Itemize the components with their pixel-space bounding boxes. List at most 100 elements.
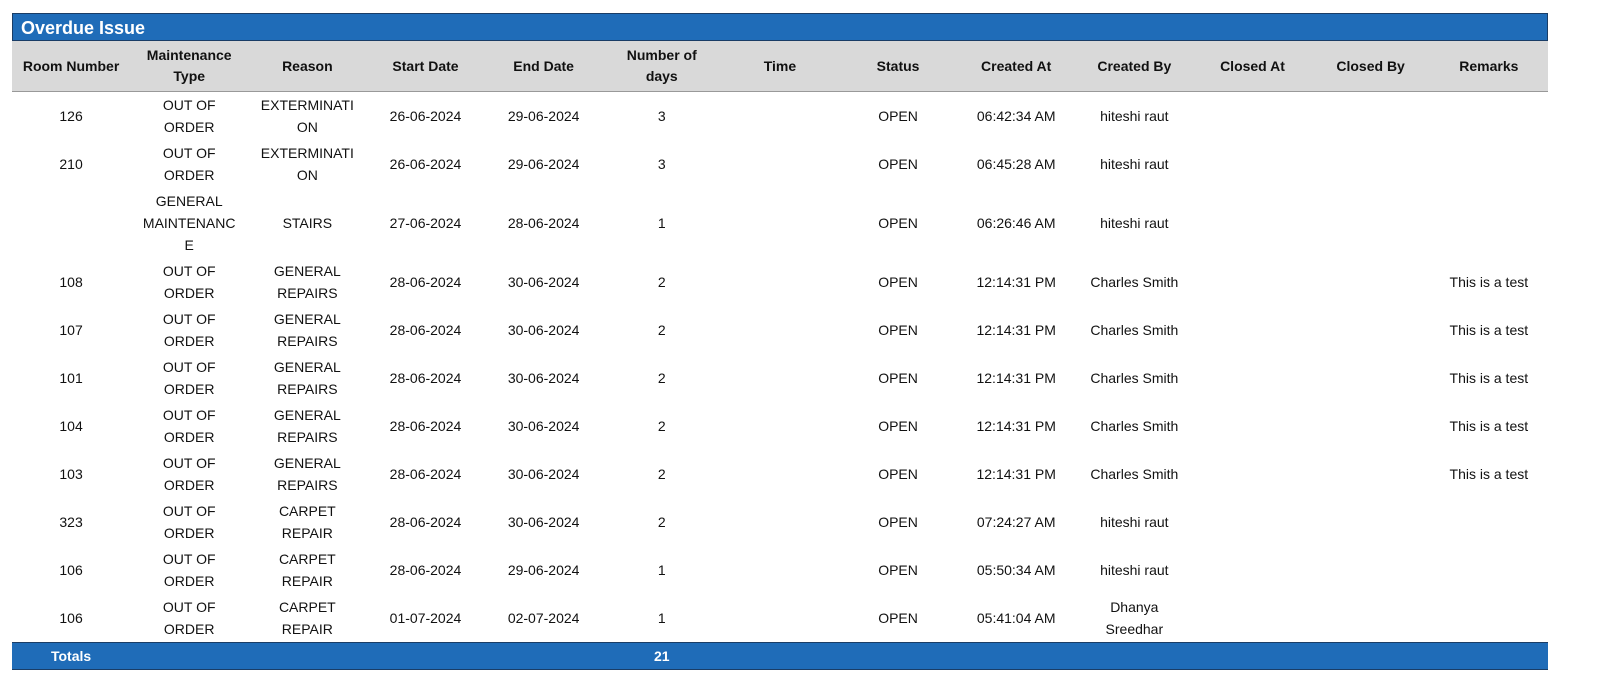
table-row: 126 OUT OF ORDER EXTERMINATION 26-06-2024 29… [12,92,1548,141]
cell-closed-by [1312,594,1430,643]
totals-number-of-days: 21 [602,642,721,670]
cell-closed-by [1312,450,1430,498]
cell-reason: GENERAL REPAIRS [273,263,341,301]
cell-number-of-days: 2 [657,418,666,434]
cell-number-of-days: 2 [657,514,666,530]
cell-closed-by [1312,354,1430,402]
cell-room-number: 106 [59,610,83,626]
cell-room-number: 104 [59,418,83,434]
cell-status: OPEN [878,156,918,172]
cell-created-by: Charles Smith [1090,370,1179,386]
cell-number-of-days: 2 [657,466,666,482]
cell-start-date: 26-06-2024 [389,108,462,124]
cell-status: OPEN [878,610,918,626]
cell-room-number: 106 [59,562,83,578]
table-row: 107 OUT OF ORDER GENERAL REPAIRS 28-06-2024… [12,306,1548,354]
cell-time [721,594,839,643]
cell-end-date: 29-06-2024 [507,156,580,172]
cell-remarks [1430,546,1548,594]
cell-status: OPEN [878,274,918,290]
table-row: 101 OUT OF ORDER GENERAL REPAIRS 28-06-2024… [12,354,1548,402]
table-row: 108 OUT OF ORDER GENERAL REPAIRS 28-06-2024… [12,258,1548,306]
table-row: 323 OUT OF ORDER CARPET REPAIR 28-06-2024 30… [12,498,1548,546]
cell-status: OPEN [878,514,918,530]
column-header: Start Date [366,41,485,92]
cell-remarks: This is a test [1449,322,1529,338]
totals-row: Totals 21 [12,642,1548,670]
cell-number-of-days: 3 [657,108,666,124]
cell-start-date: 28-06-2024 [389,514,462,530]
table-header-row: Room Number Maintenance Type Reason Start D… [12,41,1548,92]
cell-closed-at [1193,188,1311,258]
cell-number-of-days: 2 [657,370,666,386]
column-header: End Date [484,41,603,92]
cell-created-at: 07:24:27 AM [976,514,1056,530]
cell-number-of-days: 1 [657,215,666,231]
cell-created-at: 12:14:31 PM [976,466,1056,482]
cell-closed-by [1312,546,1430,594]
cell-closed-by [1312,188,1430,258]
cell-end-date: 29-06-2024 [507,108,580,124]
cell-created-by: hiteshi raut [1100,514,1169,530]
cell-maintenance-type: OUT OF ORDER [162,359,216,397]
cell-closed-by [1312,306,1430,354]
column-header: Created At [957,41,1076,92]
cell-reason: EXTERMINATION [260,97,354,135]
cell-room-number: 101 [59,370,83,386]
table-row: 106 OUT OF ORDER CARPET REPAIR 01-07-2024 02… [12,594,1548,643]
table-row: 104 OUT OF ORDER GENERAL REPAIRS 28-06-2024… [12,402,1548,450]
cell-room-number: 107 [59,322,83,338]
cell-start-date: 27-06-2024 [389,215,462,231]
cell-remarks [1430,188,1548,258]
cell-start-date: 28-06-2024 [389,562,462,578]
cell-closed-at [1193,140,1311,188]
column-header: Reason [248,41,367,92]
cell-created-by: Charles Smith [1090,322,1179,338]
cell-start-date: 01-07-2024 [389,610,462,626]
cell-closed-by [1312,498,1430,546]
cell-time [721,92,839,141]
cell-remarks: This is a test [1449,370,1529,386]
cell-maintenance-type: OUT OF ORDER [162,97,216,135]
cell-time [721,258,839,306]
table-row: 103 OUT OF ORDER GENERAL REPAIRS 28-06-2024… [12,450,1548,498]
overdue-issue-report: Overdue Issue Room Number Maintenance Typ… [12,13,1548,670]
cell-created-by: hiteshi raut [1100,562,1169,578]
cell-room-number: 108 [59,274,83,290]
cell-end-date: 30-06-2024 [507,274,580,290]
cell-maintenance-type: OUT OF ORDER [162,599,216,637]
cell-remarks [1430,92,1548,141]
cell-remarks: This is a test [1449,418,1529,434]
cell-created-at: 05:50:34 AM [976,562,1056,578]
cell-closed-at [1193,258,1311,306]
table-row: 210 OUT OF ORDER EXTERMINATION 26-06-2024 29… [12,140,1548,188]
cell-room-number [12,188,130,258]
column-header: Time [720,41,839,92]
cell-maintenance-type: OUT OF ORDER [162,455,216,493]
cell-created-by: hiteshi raut [1100,215,1169,231]
cell-created-at: 12:14:31 PM [976,370,1056,386]
column-header: Number of days [602,41,721,92]
cell-closed-at [1193,92,1311,141]
cell-time [721,188,839,258]
cell-status: OPEN [878,562,918,578]
column-header: Maintenance Type [130,41,249,92]
cell-created-at: 06:42:34 AM [976,108,1056,124]
cell-status: OPEN [878,322,918,338]
cell-reason: EXTERMINATION [260,145,354,183]
cell-closed-by [1312,402,1430,450]
cell-created-at: 06:26:46 AM [976,215,1056,231]
cell-maintenance-type: OUT OF ORDER [162,551,216,589]
cell-end-date: 29-06-2024 [507,562,580,578]
cell-start-date: 28-06-2024 [389,418,462,434]
column-header: Status [838,41,958,92]
cell-maintenance-type: OUT OF ORDER [162,503,216,541]
overdue-issue-table: Room Number Maintenance Type Reason Start D… [12,41,1548,670]
table-row: GENERAL MAINTENANCE STAIRS 27-06-2024 28-06… [12,188,1548,258]
cell-start-date: 26-06-2024 [389,156,462,172]
cell-closed-at [1193,498,1311,546]
cell-closed-at [1193,450,1311,498]
cell-maintenance-type: OUT OF ORDER [162,407,216,445]
cell-number-of-days: 2 [657,274,666,290]
cell-status: OPEN [878,370,918,386]
